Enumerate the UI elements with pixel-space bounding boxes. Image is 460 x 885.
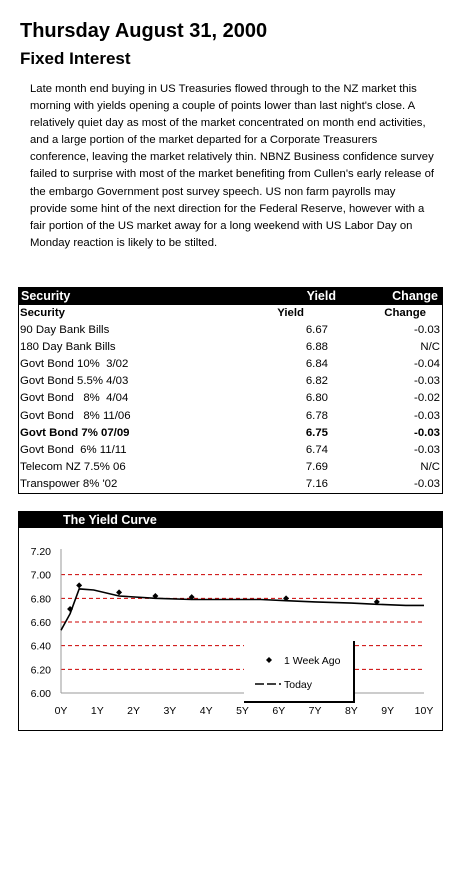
page-date: Thursday August 31, 2000 xyxy=(20,20,268,42)
yield-cell: 7.16 xyxy=(305,477,328,490)
security-cell: Govt Bond 7% 07/09 xyxy=(20,426,130,439)
x-tick-label: 3Y xyxy=(163,705,176,717)
y-tick-label: 6.80 xyxy=(31,593,52,605)
subheader-yield: Yield xyxy=(277,307,304,319)
table-row: 180 Day Bank Bills 6.88 N/C xyxy=(19,339,442,356)
x-tick-label: 4Y xyxy=(200,705,213,717)
header-change: Change xyxy=(392,289,438,303)
x-tick-label: 7Y xyxy=(309,705,322,717)
change-cell: N/C xyxy=(420,341,440,354)
security-cell: Govt Bond 8% 11/06 xyxy=(20,409,131,422)
table-subheader: Security Yield Change xyxy=(19,305,442,322)
x-tick-label: 1Y xyxy=(91,705,104,717)
data-point-1-week-ago xyxy=(283,595,290,602)
y-tick-label: 6.60 xyxy=(31,617,52,629)
data-point-1-week-ago xyxy=(373,598,380,605)
change-cell: -0.02 xyxy=(414,392,440,405)
change-cell: N/C xyxy=(420,460,440,473)
series-line-today xyxy=(60,588,424,631)
yield-cell: 6.84 xyxy=(305,358,328,371)
change-cell: -0.04 xyxy=(414,358,440,371)
legend-label-1-week-ago: 1 Week Ago xyxy=(284,655,341,667)
table-row: 90 Day Bank Bills 6.67 -0.03 xyxy=(19,322,442,339)
y-tick-label: 6.20 xyxy=(31,664,52,676)
security-cell: Govt Bond 10% 3/02 xyxy=(20,358,129,371)
x-tick-label: 10Y xyxy=(415,705,434,717)
yield-cell: 6.78 xyxy=(305,409,328,422)
change-cell: -0.03 xyxy=(414,426,440,439)
table-header-bar: Security Yield Change xyxy=(19,288,442,305)
section-title: Fixed Interest xyxy=(20,49,131,68)
x-tick-label: 6Y xyxy=(272,705,285,717)
data-point-1-week-ago xyxy=(152,592,159,599)
y-tick-label: 7.00 xyxy=(31,570,52,582)
yield-cell: 6.80 xyxy=(305,392,328,405)
yield-cell: 7.69 xyxy=(305,460,328,473)
security-cell: Telecom NZ 7.5% 06 xyxy=(20,460,126,473)
x-tick-label: 2Y xyxy=(127,705,140,717)
subheader-security: Security xyxy=(20,307,65,319)
table-row: Govt Bond 8% 4/04 6.80 -0.02 xyxy=(19,390,442,407)
security-cell: Transpower 8% '02 xyxy=(20,477,118,490)
data-point-1-week-ago xyxy=(188,594,195,601)
yield-cell: 6.74 xyxy=(305,443,328,456)
x-tick-label: 0Y xyxy=(55,705,68,717)
table-row: Govt Bond 7% 07/09 6.75 -0.03 xyxy=(19,425,442,442)
chart-header-bar: The Yield Curve xyxy=(19,512,442,528)
table-row: Govt Bond 5.5% 4/03 6.82 -0.03 xyxy=(19,373,442,390)
data-point-1-week-ago xyxy=(116,589,123,596)
y-tick-label: 7.20 xyxy=(31,546,52,558)
header-security: Security xyxy=(21,289,71,303)
data-point-1-week-ago xyxy=(67,605,74,612)
legend-label-today: Today xyxy=(284,679,313,691)
y-tick-label: 6.00 xyxy=(31,688,52,700)
yield-cell: 6.88 xyxy=(305,341,328,354)
yield-cell: 6.67 xyxy=(305,324,328,337)
change-cell: -0.03 xyxy=(414,443,440,456)
security-cell: Govt Bond 5.5% 4/03 xyxy=(20,375,129,388)
security-cell: 180 Day Bank Bills xyxy=(20,341,116,354)
yield-cell: 6.82 xyxy=(305,375,328,388)
chart-title: The Yield Curve xyxy=(63,513,157,527)
table-row: Govt Bond 6% 11/11 6.74 -0.03 xyxy=(19,442,442,459)
legend-box xyxy=(244,640,354,700)
change-cell: -0.03 xyxy=(414,409,440,422)
table-row: Govt Bond 8% 11/06 6.78 -0.03 xyxy=(19,408,442,425)
table-row: Govt Bond 10% 3/02 6.84 -0.04 xyxy=(19,356,442,373)
table-body: 90 Day Bank Bills 6.67 -0.03 180 Day Bank B… xyxy=(19,322,442,493)
change-cell: -0.03 xyxy=(414,324,440,337)
subheader-change: Change xyxy=(384,307,426,319)
x-tick-label: 8Y xyxy=(345,705,358,717)
security-cell: 90 Day Bank Bills xyxy=(20,324,110,337)
yield-curve-panel: The Yield Curve 7.20 7.00 6.80 6.60 6.40 6.20… xyxy=(18,511,443,731)
x-tick-label: 9Y xyxy=(381,705,394,717)
table-row: Transpower 8% '02 7.16 -0.03 xyxy=(19,476,442,493)
securities-table: Security Yield Change Security Yield Cha… xyxy=(18,287,443,495)
change-cell: -0.03 xyxy=(414,375,440,388)
legend-marker-1-week-ago xyxy=(266,657,272,663)
y-tick-label: 6.40 xyxy=(31,641,52,653)
header-yield: Yield xyxy=(306,289,336,303)
change-cell: -0.03 xyxy=(414,477,440,490)
data-point-1-week-ago xyxy=(76,582,83,589)
x-tick-label: 5Y xyxy=(236,705,249,717)
yield-cell: 6.75 xyxy=(305,426,328,439)
security-cell: Govt Bond 8% 4/04 xyxy=(20,392,129,405)
market-commentary: Late month end buying in US Treasuries f… xyxy=(30,83,435,249)
security-cell: Govt Bond 6% 11/11 xyxy=(20,443,127,456)
table-row: Telecom NZ 7.5% 06 7.69 N/C xyxy=(19,459,442,476)
